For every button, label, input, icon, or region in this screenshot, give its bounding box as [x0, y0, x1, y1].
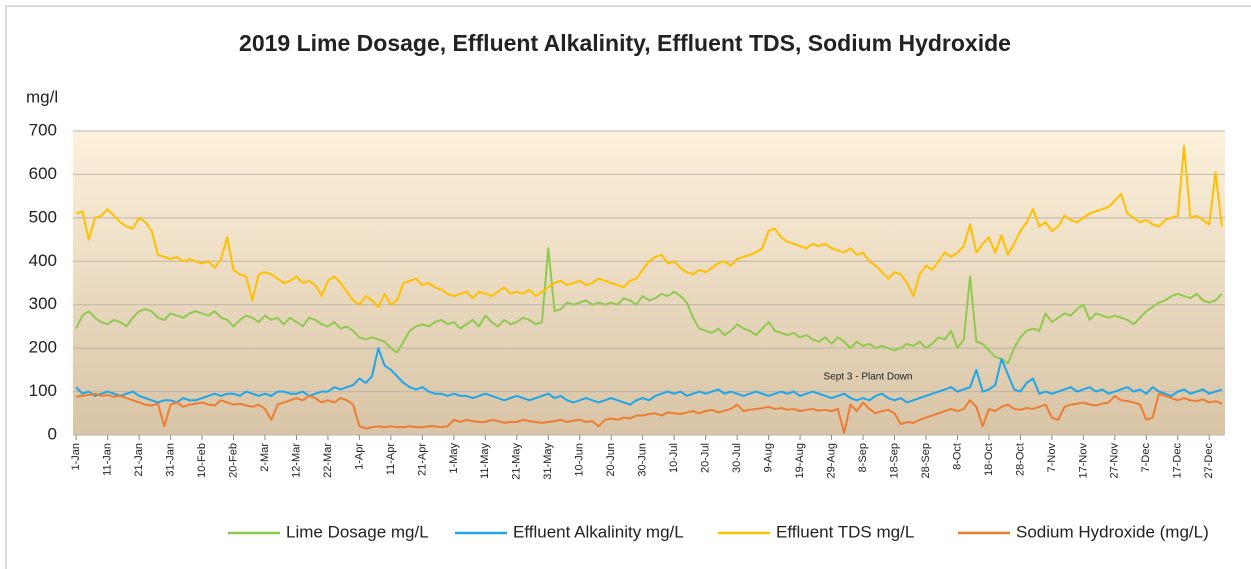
annotation: Sept 3 - Plant Down — [824, 372, 913, 383]
x-tick-label: 1-Jan — [70, 443, 82, 471]
y-tick-label: 600 — [29, 164, 57, 183]
x-tick-label: 21-Jan — [133, 443, 145, 477]
legend-label: Sodium Hydroxide (mg/L) — [1016, 522, 1209, 541]
y-tick-label: 400 — [29, 251, 57, 270]
x-tick-label: 20-Jun — [605, 443, 617, 477]
series-line — [75, 145, 1223, 308]
x-tick-label: 18-Sep — [888, 443, 900, 478]
x-tick-label: 31-May — [542, 443, 554, 480]
y-tick-label: 200 — [29, 338, 57, 357]
x-tick-label: 30-Jul — [731, 443, 743, 473]
legend-label: Lime Dosage mg/L — [286, 522, 429, 541]
x-tick-label: 7-Nov — [1046, 443, 1058, 473]
x-tick-label: 20-Jul — [700, 443, 712, 473]
x-tick-label: 21-May — [511, 443, 523, 480]
x-tick-label: 10-Feb — [196, 443, 208, 478]
x-tick-label: 21-Apr — [416, 443, 428, 476]
x-tick-label: 28-Sep — [920, 443, 932, 478]
x-tick-label: 8-Sep — [857, 443, 869, 472]
x-tick-label: 22-Mar — [322, 443, 334, 478]
y-tick-label: 500 — [29, 207, 57, 226]
chart-border — [5, 5, 1251, 569]
chart-title: 2019 Lime Dosage, Effluent Alkalinity, E… — [239, 30, 1011, 56]
y-tick-label: 0 — [48, 424, 57, 443]
x-tick-label: 12-Mar — [290, 443, 302, 478]
x-tick-label: 28-Oct — [1014, 443, 1026, 476]
series-line — [75, 347, 1223, 406]
x-tick-label: 11-Apr — [385, 443, 397, 476]
x-tick-label: 17-Dec — [1172, 443, 1184, 479]
x-tick-label: 27-Nov — [1109, 443, 1121, 479]
legend-label: Effluent Alkalinity mg/L — [513, 522, 684, 541]
legend-label: Effluent TDS mg/L — [776, 522, 914, 541]
y-tick-label: 300 — [29, 294, 57, 313]
x-tick-label: 19-Aug — [794, 443, 806, 478]
x-tick-label: 11-May — [479, 443, 491, 479]
x-tick-label: 29-Aug — [825, 443, 837, 478]
x-tick-label: 10-Jun — [574, 443, 586, 477]
x-tick-label: 9-Aug — [763, 443, 775, 472]
x-tick-label: 10-Jul — [668, 443, 680, 473]
x-tick-label: 7-Dec — [1140, 443, 1152, 473]
x-tick-label: 1-Apr — [353, 443, 365, 470]
x-tick-label: 2-Mar — [259, 443, 271, 472]
x-tick-label: 20-Feb — [227, 443, 239, 478]
y-tick-label: 700 — [29, 120, 57, 139]
series-line — [76, 392, 1223, 434]
series-line — [75, 247, 1223, 365]
y-axis-label: mg/l — [26, 87, 58, 106]
y-tick-label: 100 — [29, 381, 57, 400]
x-tick-label: 1-May — [448, 443, 460, 474]
x-tick-label: 17-Nov — [1077, 443, 1089, 479]
x-tick-label: 31-Jan — [164, 443, 176, 477]
x-tick-label: 8-Oct — [951, 443, 963, 470]
x-tick-label: 27-Dec — [1203, 443, 1215, 479]
x-tick-label: 30-Jun — [637, 443, 649, 477]
x-tick-label: 11-Jan — [102, 443, 114, 476]
x-tick-label: 18-Oct — [983, 443, 995, 476]
plot-area — [73, 131, 1225, 435]
